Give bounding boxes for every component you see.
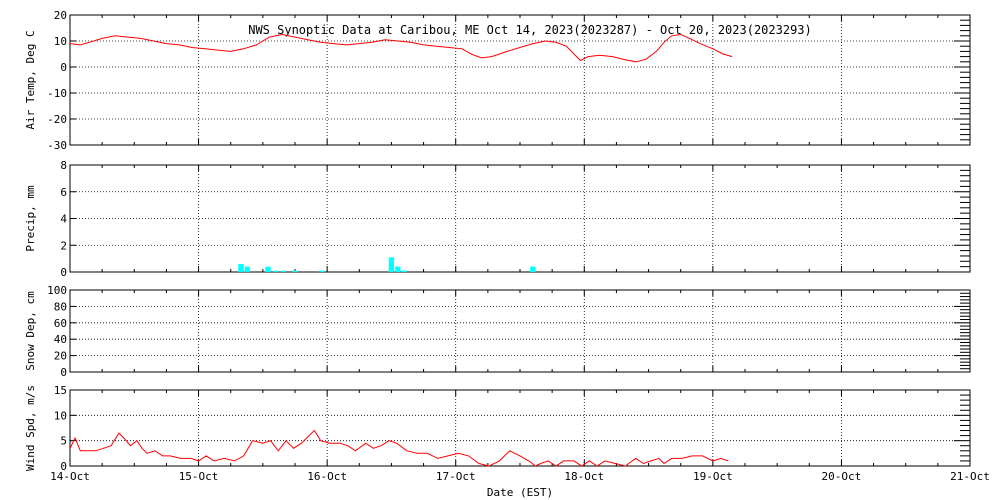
wind-speed-series-line <box>69 429 729 467</box>
precip-panel: 0 2 4 6 8 Precip, mm <box>24 159 971 279</box>
precip-bar <box>401 270 407 272</box>
x-tick-label: 18-Oct <box>564 470 604 483</box>
precip-bar <box>395 266 401 272</box>
precip-bar <box>265 266 271 272</box>
x-tick-label: 16-Oct <box>307 470 347 483</box>
snow-depth-ytick-label: 40 <box>54 333 67 346</box>
wind-speed-panel: 0 5 10 15 Wind Spd, m/s <box>24 384 971 473</box>
air-temp-ylabel: Air Temp, Deg C <box>24 30 37 129</box>
snow-depth-ytick-label: 0 <box>60 366 67 379</box>
air-temp-ytick-label: 0 <box>60 61 67 74</box>
wind-speed-ytick-label: 10 <box>54 409 67 422</box>
snow-depth-ytick-label: 100 <box>47 284 67 297</box>
air-temp-ytick-label: 20 <box>54 9 67 22</box>
precip-ytick-label: 6 <box>60 186 67 199</box>
chart-title: NWS Synoptic Data at Caribou, ME Oct 14,… <box>248 23 812 37</box>
snow-depth-ytick-label: 20 <box>54 350 67 363</box>
precip-bar <box>280 270 287 272</box>
x-tick-labels: 14-Oct 15-Oct 16-Oct 17-Oct 18-Oct 19-Oct 20-O… <box>50 470 990 483</box>
x-tick-label: 21-Oct <box>950 470 990 483</box>
air-temp-ytick-label: -10 <box>47 87 67 100</box>
precip-bar <box>319 270 325 272</box>
air-temp-panel: -30 -20 -10 0 10 20 Air Temp, Deg C <box>24 9 971 152</box>
air-temp-ytick-label: -20 <box>47 113 67 126</box>
precip-ylabel: Precip, mm <box>24 185 37 252</box>
air-temp-series-line <box>69 33 733 63</box>
snow-depth-ytick-label: 80 <box>54 300 67 313</box>
precip-bar <box>292 270 298 272</box>
precip-ytick-label: 2 <box>60 239 67 252</box>
precip-bar <box>273 270 279 272</box>
wind-speed-ytick-label: 0 <box>60 460 67 473</box>
precip-bar <box>244 266 251 272</box>
x-tick-label: 20-Oct <box>822 470 862 483</box>
precip-bar <box>388 257 395 272</box>
precip-ytick-label: 4 <box>60 213 67 226</box>
wind-speed-frame <box>69 389 971 467</box>
precip-bar <box>530 266 536 272</box>
air-temp-ytick-label: 10 <box>54 35 67 48</box>
snow-depth-ylabel: Snow Dep, cm <box>24 291 37 371</box>
x-tick-label: 17-Oct <box>436 470 476 483</box>
x-tick-label: 15-Oct <box>179 470 219 483</box>
wind-speed-ytick-label: 5 <box>60 435 67 448</box>
wind-speed-ytick-label: 15 <box>54 384 67 397</box>
snow-depth-panel: 0 20 40 60 80 100 Snow Dep, cm <box>24 284 971 379</box>
precip-ytick-label: 8 <box>60 159 67 172</box>
x-tick-label: 19-Oct <box>693 470 733 483</box>
precip-bar <box>238 263 244 272</box>
wind-speed-ylabel: Wind Spd, m/s <box>24 385 37 471</box>
snow-depth-frame <box>69 289 971 373</box>
x-tick-label: 14-Oct <box>50 470 90 483</box>
precip-ytick-label: 0 <box>60 266 67 279</box>
air-temp-ytick-label: -30 <box>47 139 67 152</box>
x-axis-label: Date (EST) <box>487 486 553 499</box>
snow-depth-ytick-label: 60 <box>54 317 67 330</box>
